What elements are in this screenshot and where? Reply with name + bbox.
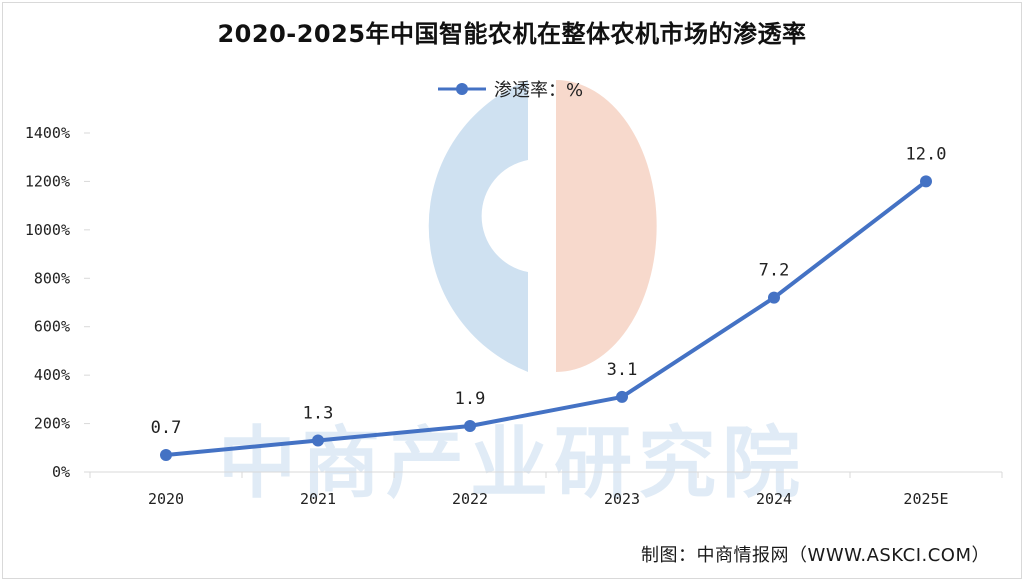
data-label: 0.7: [151, 418, 182, 438]
data-labels: 0.7 1.3 1.9 3.1 7.2 12.0: [151, 144, 947, 438]
y-tick-label: 1200%: [25, 172, 70, 190]
data-point: [768, 291, 780, 304]
legend: 渗透率：%: [436, 74, 583, 104]
x-axis: 2020 2021 2022 2023 2024 2025E: [89, 472, 1003, 508]
watermark-logo-right: [556, 80, 657, 372]
series-line: [164, 179, 928, 458]
y-tick-label: 1400%: [25, 124, 70, 142]
source-note: 制图：中商情报网（WWW.ASKCI.COM）: [641, 545, 990, 566]
data-point: [312, 434, 324, 447]
y-tick-label: 1000%: [25, 221, 70, 239]
x-tick-label: 2022: [452, 490, 488, 508]
data-point: [920, 175, 932, 188]
y-tick-label: 800%: [34, 269, 70, 287]
x-tick-label: 2021: [300, 490, 336, 508]
y-tick-label: 600%: [34, 318, 70, 336]
data-label: 12.0: [906, 144, 947, 164]
data-label: 1.9: [455, 389, 486, 409]
x-tick-label: 2020: [148, 490, 184, 508]
y-axis: 0% 200% 400% 600% 800% 1000% 1200% 1400%: [25, 124, 90, 481]
x-tick-label: 2024: [756, 490, 792, 508]
y-tick-label: 200%: [34, 415, 70, 433]
legend-label: 渗透率：%: [494, 80, 584, 101]
data-point: [464, 419, 476, 432]
series-points: [160, 175, 932, 462]
x-tick-label: 2023: [604, 490, 640, 508]
watermark-logo-left: [428, 80, 528, 372]
data-label: 1.3: [303, 404, 334, 424]
watermark-logo: [428, 80, 657, 372]
watermark-text: 中商产业研究院: [218, 419, 806, 509]
chart-title: 2020-2025年中国智能农机在整体农机市场的渗透率: [217, 20, 807, 48]
y-tick-label: 0%: [52, 463, 70, 481]
data-point: [616, 390, 628, 403]
x-tick-label: 2025E: [903, 490, 948, 508]
y-tick-label: 400%: [34, 366, 70, 384]
legend-line-marker-icon: [438, 83, 486, 95]
data-label: 7.2: [759, 261, 790, 281]
data-label: 3.1: [607, 360, 638, 380]
data-point: [160, 449, 172, 462]
